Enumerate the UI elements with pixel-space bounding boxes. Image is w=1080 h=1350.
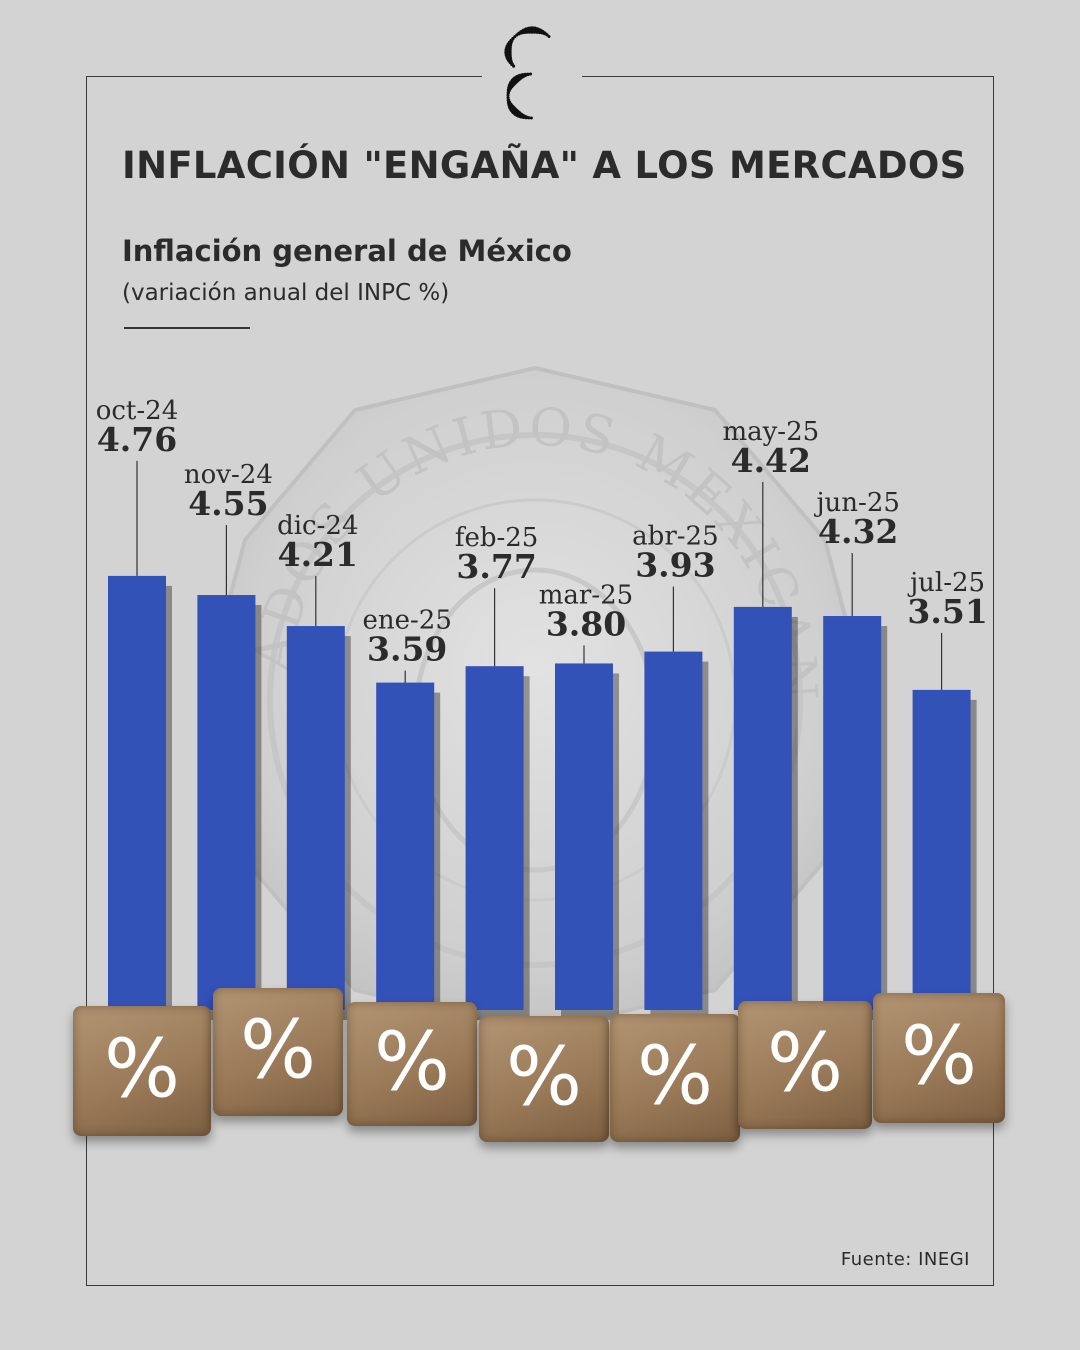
category-label: feb-25 [455,523,539,553]
value-label: 3.93 [635,546,715,585]
bar [555,663,613,1010]
divider [124,327,250,329]
category-label: may-25 [722,417,819,447]
source-note: Fuente: INEGI [840,1249,970,1270]
category-label: jun-25 [813,488,899,518]
category-label: mar-25 [539,580,633,610]
bar [286,626,345,1010]
percent-cube: % [873,993,1005,1123]
percent-cube: % [73,1006,211,1136]
category-label: ene-25 [363,606,452,636]
category-label: dic-24 [277,511,358,541]
page-title: INFLACIÓN "ENGAÑA" A LOS MERCADOS [122,144,967,187]
value-label: 3.80 [546,604,626,643]
value-label: 3.77 [456,547,536,586]
category-label: jul-25 [907,568,985,598]
value-label: 3.59 [367,630,447,669]
percent-cube: % [610,1014,740,1142]
percent-cube: % [347,1002,477,1126]
bar [197,595,256,1010]
bar [823,616,882,1010]
logo-s-icon [504,26,551,120]
bar [912,689,971,1010]
value-label: 4.55 [188,484,268,523]
bar [644,651,703,1010]
category-label: oct-24 [96,396,179,426]
value-label: 4.42 [731,441,811,480]
value-label: 4.76 [97,420,177,459]
percent-cube: % [479,1016,609,1142]
chart-unit-note: (variación anual del INPC %) [122,280,450,306]
value-label: 4.32 [818,512,898,551]
category-label: nov-24 [184,460,273,490]
value-label: 3.51 [907,592,987,631]
bar [465,666,524,1010]
value-label: 4.21 [278,535,358,574]
percent-cube: % [213,988,343,1116]
category-label: abr-25 [632,522,718,552]
percent-cube: % [738,1001,872,1129]
bar [733,606,792,1010]
bar [108,575,166,1010]
bar [376,682,435,1010]
chart-subtitle: Inflación general de México [122,234,572,268]
